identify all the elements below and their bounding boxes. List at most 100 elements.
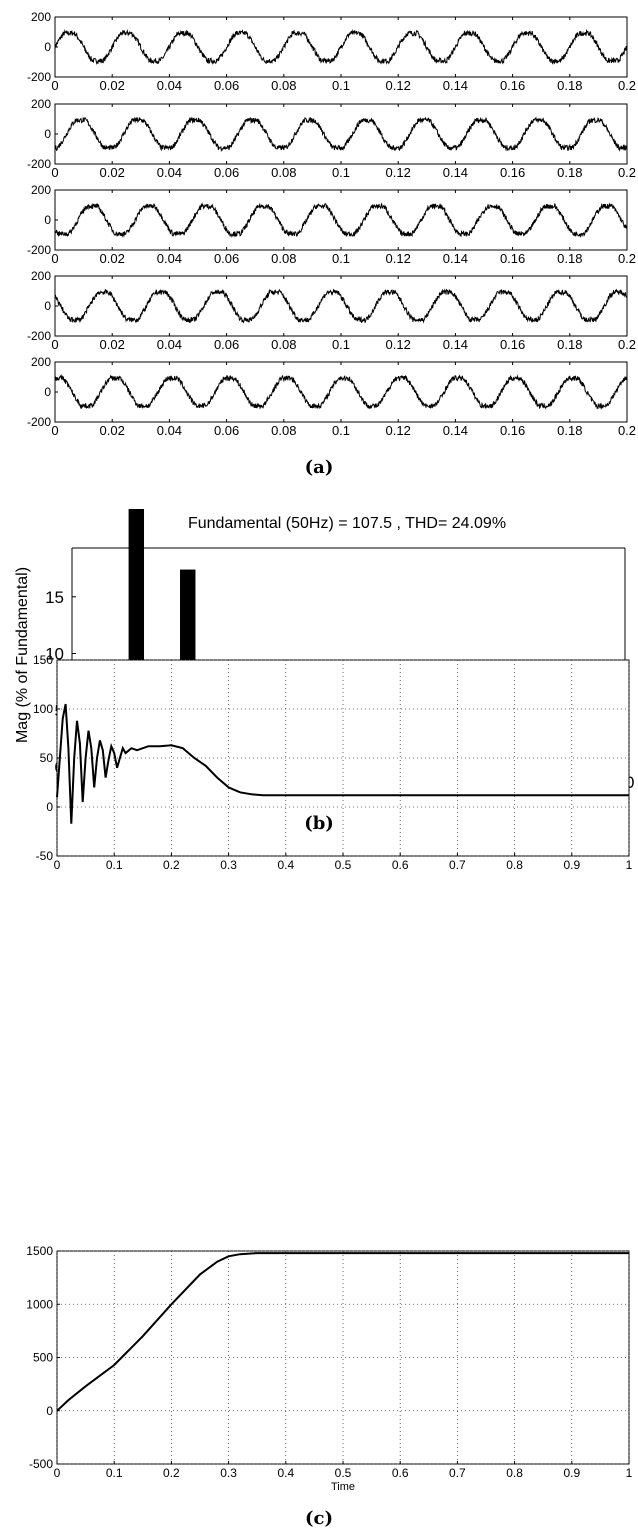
chart-a5: 0 0.02 0.04 0.06 0.08 0.1 0.12 0.14 0.16 0.18 0.2 -…: [27, 355, 636, 438]
x-tick-label: 0.2: [163, 1466, 180, 1480]
x-tick-label: 0: [51, 423, 58, 438]
x-tick-label: 0.6: [392, 1466, 409, 1480]
x-tick-label: 0.16: [500, 337, 525, 352]
y-tick-label: 50: [40, 751, 54, 765]
x-tick-label: 0.5: [335, 858, 352, 872]
y-tick-label: 15: [45, 588, 64, 607]
axes-box: [54, 361, 628, 423]
chart-c-bottom: 0 0.1 0.2 0.3 0.4 0.5 0.6 0.7 0.8 0.9 1-5000500100…: [26, 1244, 632, 1493]
x-tick-label: 0.18: [557, 337, 582, 352]
axes-box: [54, 275, 628, 337]
x-tick-label: 0.06: [214, 337, 239, 352]
chart-a4: 0 0.02 0.04 0.06 0.08 0.1 0.12 0.14 0.16 0.18 0.2 -…: [27, 269, 636, 352]
x-tick-label: 0.1: [332, 165, 350, 180]
y-tick-label: 0: [44, 127, 51, 141]
x-tick-label: 0.2: [618, 337, 636, 352]
series-line: [54, 116, 628, 153]
y-tick-label: -200: [27, 70, 51, 84]
x-tick-label: 0.08: [271, 423, 296, 438]
x-tick-label: 0.14: [443, 337, 468, 352]
x-tick-label: 0.12: [386, 337, 411, 352]
y-tick-label: 150: [33, 653, 53, 667]
y-tick-label: -200: [27, 415, 51, 429]
x-tick-label: 0.8: [506, 1466, 523, 1480]
x-tick-label: 0.14: [443, 165, 468, 180]
x-tick-label: 0.6: [392, 858, 409, 872]
x-tick-label: 0.2: [618, 165, 636, 180]
y-tick-label: 10: [45, 645, 64, 664]
x-tick-label: 0.02: [100, 337, 125, 352]
x-tick-label: 0.1: [332, 337, 350, 352]
y-tick-label: -50: [36, 849, 54, 863]
x-tick-label: 0.3: [220, 858, 237, 872]
x-tick-label: 0.9: [563, 1466, 580, 1480]
x-tick-label: 0.4: [277, 858, 294, 872]
caption-b: (b): [304, 813, 334, 834]
x-tick-label: 0.04: [157, 337, 182, 352]
x-tick-label: 1: [626, 1466, 633, 1480]
x-tick-label: 0.4: [277, 1466, 294, 1480]
y-tick-label: 500: [33, 1351, 53, 1365]
y-tick-label: -200: [27, 329, 51, 343]
y-tick-label: 1000: [26, 1297, 53, 1311]
y-tick-label: 0: [44, 40, 51, 54]
x-tick-label: 0.18: [557, 251, 582, 266]
x-tick-label: 0.04: [157, 251, 182, 266]
caption-a: (a): [304, 457, 334, 478]
x-tick-label: 0.16: [500, 165, 525, 180]
x-tick-label: 0.18: [557, 423, 582, 438]
x-tick-label: 0.12: [386, 423, 411, 438]
x-tick-label: 0.08: [271, 251, 296, 266]
y-tick-label: -200: [27, 243, 51, 257]
y-tick-label: 200: [31, 97, 51, 111]
chart-a1: 0 0.02 0.04 0.06 0.08 0.1 0.12 0.14 0.16 0.18 0.2 -…: [27, 10, 636, 93]
y-tick-label: 0: [46, 800, 53, 814]
chart-title: Fundamental (50Hz) = 107.5 , THD= 24.09%: [188, 515, 506, 532]
y-tick-label: 0: [44, 299, 51, 313]
x-tick-label: 0.7: [449, 1466, 466, 1480]
x-tick-label: 0.06: [214, 251, 239, 266]
caption-c: (c): [305, 1508, 333, 1529]
x-tick-label: 0.14: [443, 251, 468, 266]
x-tick-label: 0.12: [386, 251, 411, 266]
x-tick-label: 0.1: [332, 78, 350, 93]
x-tick-label: 0.08: [271, 165, 296, 180]
x-tick-label: 0: [51, 337, 58, 352]
x-tick-label: 0.18: [557, 165, 582, 180]
y-tick-label: 100: [33, 702, 53, 716]
x-tick-label: 0.14: [443, 423, 468, 438]
chart-a3: 0 0.02 0.04 0.06 0.08 0.1 0.12 0.14 0.16 0.18 0.2 -…: [27, 183, 636, 266]
x-tick-label: 1: [626, 858, 633, 872]
y-tick-label: 0: [46, 1404, 53, 1418]
x-tick-label: 0: [54, 1466, 61, 1480]
y-axis-label: Mag (% of Fundamental): [14, 567, 31, 743]
x-tick-label: 0.12: [386, 78, 411, 93]
x-tick-label: 0.04: [157, 78, 182, 93]
x-tick-label: 0.9: [563, 858, 580, 872]
series-line: [54, 288, 628, 324]
x-tick-label: 0.18: [557, 78, 582, 93]
x-tick-label: 0.1: [332, 251, 350, 266]
x-tick-label: 0.7: [449, 858, 466, 872]
y-tick-label: 200: [31, 183, 51, 197]
x-tick-label: 0: [51, 78, 58, 93]
axes-box: [54, 103, 628, 165]
x-tick-label: 0.06: [214, 165, 239, 180]
x-tick-label: 0.2: [618, 251, 636, 266]
x-tick-label: 0: [51, 165, 58, 180]
x-tick-label: 0.02: [100, 423, 125, 438]
series-line: [56, 1252, 629, 1412]
x-tick-label: 0.16: [500, 423, 525, 438]
x-tick-label: 0.08: [271, 337, 296, 352]
x-tick-label: 0.1: [106, 1466, 123, 1480]
y-tick-label: 1500: [26, 1244, 53, 1258]
x-tick-label: 0.04: [157, 165, 182, 180]
axes-box: [54, 189, 628, 251]
x-tick-label: 0: [51, 251, 58, 266]
x-tick-label: 0.04: [157, 423, 182, 438]
series-line: [54, 202, 628, 239]
x-tick-label: 0: [54, 858, 61, 872]
y-tick-label: 200: [31, 10, 51, 24]
y-tick-label: 0: [44, 385, 51, 399]
x-tick-label: 0.02: [100, 165, 125, 180]
